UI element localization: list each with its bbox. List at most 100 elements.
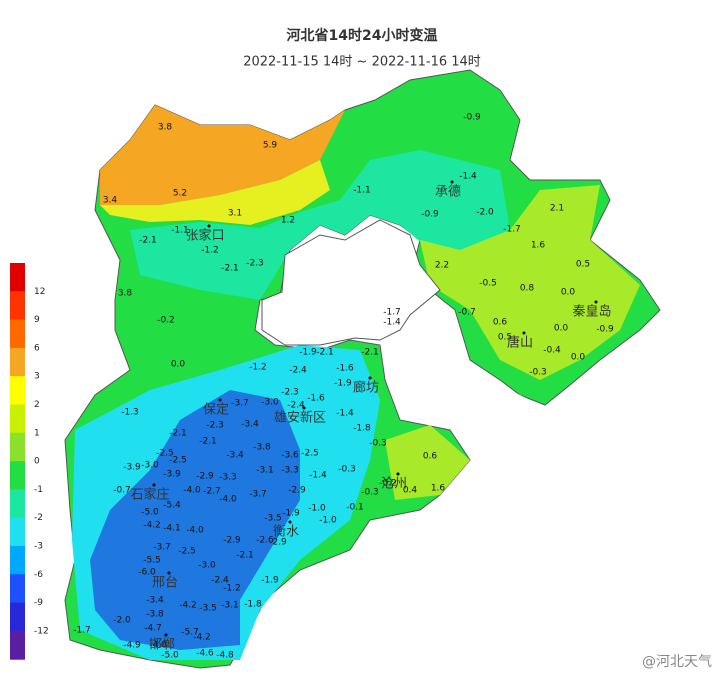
city-name: 邢台 [152, 576, 178, 591]
station-value: -2.3 [281, 388, 299, 398]
station-value: -3.7 [249, 490, 267, 500]
legend-swatch [10, 574, 25, 604]
station-value: 0.5 [498, 333, 512, 343]
city-name: 张家口 [185, 228, 224, 244]
city-name: 沧州 [381, 476, 407, 492]
station-value: 0.4 [403, 486, 418, 496]
station-value: -4.2 [193, 633, 211, 643]
legend-swatch [10, 263, 25, 292]
station-value: -4.0 [219, 495, 237, 505]
station-value: -0.1 [346, 503, 364, 513]
station-value: -1.0 [308, 504, 326, 514]
city-dot [594, 300, 598, 304]
station-value: -2.9 [196, 472, 214, 482]
station-value: -3.1 [256, 466, 274, 476]
legend-label: -3 [34, 542, 43, 552]
station-value: -1.4 [309, 471, 327, 481]
legend-label: -6 [34, 570, 43, 580]
station-value: -4.2 [143, 521, 161, 531]
legend-label: 12 [34, 287, 45, 297]
station-value: -2.4 [211, 576, 229, 586]
station-value: -3.4 [241, 420, 259, 430]
station-value: 0.8 [520, 284, 535, 294]
city-dot [288, 520, 292, 524]
legend-label: 1 [34, 428, 40, 438]
station-value: -2.1 [221, 264, 239, 274]
station-value: -1.9 [334, 379, 352, 389]
legend-label: 0 [34, 457, 40, 467]
legend-swatch [10, 602, 25, 632]
station-value: -1.7 [73, 626, 91, 636]
station-value: -3.0 [198, 561, 216, 571]
station-value: -2.1 [316, 348, 334, 358]
station-value: -1.1 [171, 226, 189, 236]
legend-swatch [10, 432, 25, 462]
station-value: -3.3 [281, 466, 299, 476]
station-value: -1.6 [307, 394, 325, 404]
city-dot [167, 571, 171, 575]
city-name: 邯郸 [149, 638, 175, 653]
station-value: -1.9 [261, 576, 279, 586]
legend-swatch [10, 376, 25, 405]
station-value: -1.4 [383, 318, 401, 328]
station-value: -0.9 [596, 325, 614, 335]
station-value: -0.2 [157, 316, 175, 326]
legend-swatch [10, 404, 25, 434]
station-value: -1.8 [244, 600, 262, 610]
legend-label: 6 [34, 343, 40, 353]
region-mint [130, 150, 510, 300]
legend-swatch [10, 461, 25, 490]
city-name: 保定 [203, 403, 229, 418]
station-value: -0.9 [463, 113, 481, 123]
station-value: -1.2 [201, 246, 219, 256]
station-value: -1.9 [282, 509, 300, 519]
city-dot [302, 406, 306, 410]
station-value: 0.6 [423, 452, 438, 462]
station-value: -1.4 [336, 409, 354, 419]
station-value: 3.1 [228, 209, 242, 219]
station-value: -5.4 [163, 501, 181, 511]
city-name: 雄安新区 [274, 410, 326, 426]
station-value: -2.1 [361, 348, 379, 358]
city-name: 廊坊 [353, 380, 379, 396]
station-value: -0.5 [479, 279, 497, 289]
station-value: -3.9 [163, 470, 181, 480]
station-value: -0.3 [361, 488, 379, 498]
station-value: -3.7 [153, 543, 171, 553]
station-value: -2.5 [301, 449, 319, 459]
station-value: -2.1 [199, 437, 217, 447]
station-value: -4.1 [163, 524, 181, 534]
station-value: -1.0 [319, 516, 337, 526]
station-value: 3.8 [118, 289, 133, 299]
station-value: -4.0 [186, 526, 204, 536]
legend-swatch [10, 489, 25, 519]
station-value: -2.4 [287, 401, 305, 411]
station-value: 1.2 [281, 216, 295, 226]
station-value: -1.3 [121, 408, 139, 418]
legend: 12 9 6 3 2 1 0 -1 -2 -3 -6 -9 -12 [10, 263, 49, 660]
legend-label: 9 [34, 315, 40, 325]
legend-label: -1 [34, 485, 43, 495]
station-value: 3.8 [158, 123, 173, 133]
station-value: -5.0 [161, 651, 179, 661]
station-value: 2.1 [550, 204, 564, 214]
city-dot [218, 398, 222, 402]
station-value: -2.9 [269, 538, 287, 548]
station-value: -0.9 [421, 210, 439, 220]
station-value: -0.7 [113, 486, 131, 496]
legend-swatch [10, 347, 25, 377]
station-value: 2.2 [435, 261, 449, 271]
station-value: -5.7 [181, 628, 199, 638]
city-name: 承德 [435, 185, 461, 200]
legend-swatch [10, 291, 25, 321]
city-name: 秦皇岛 [572, 304, 611, 320]
city-dot [368, 376, 372, 380]
station-value: 0.5 [576, 260, 590, 270]
station-value: 0.0 [171, 360, 186, 370]
station-value: -3.5 [264, 514, 282, 524]
station-value: -0.4 [543, 346, 561, 356]
title: 河北省14时24小时变温 [287, 27, 438, 44]
station-value: -3.6 [281, 451, 299, 461]
city-dot [152, 483, 156, 487]
